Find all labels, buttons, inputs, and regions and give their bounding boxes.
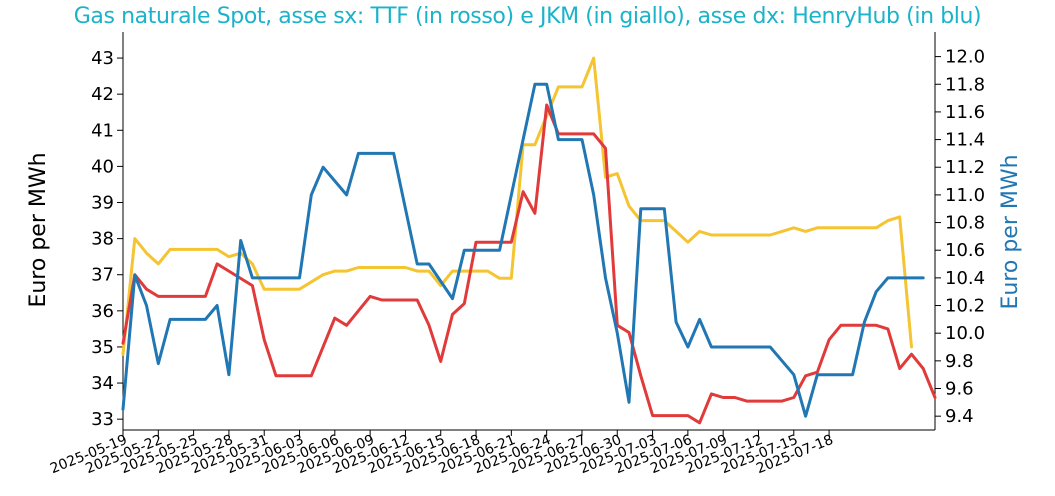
right-tick-label: 10.0 xyxy=(945,323,985,344)
right-y-axis: 9.4 9.6 9.8 10.0 10.2 10.4 10.6 10.8 11.0 11.2 11.… xyxy=(934,32,985,430)
left-tick-label: 42 xyxy=(91,84,114,105)
right-tick-label: 11.6 xyxy=(945,102,985,123)
left-tick-label: 34 xyxy=(91,373,114,394)
right-tick-label: 11.8 xyxy=(945,74,985,95)
right-tick-label: 9.8 xyxy=(945,351,974,372)
right-tick-label: 11.2 xyxy=(945,157,985,178)
right-tick-label: 10.6 xyxy=(945,240,985,261)
right-tick-label: 11.0 xyxy=(945,185,985,206)
right-tick-label: 10.4 xyxy=(945,268,985,289)
left-tick-label: 37 xyxy=(91,265,114,286)
series-line-henryhub xyxy=(121,82,925,418)
left-tick-label: 35 xyxy=(91,337,114,358)
right-tick-label: 10.8 xyxy=(945,213,985,234)
right-tick-label: 12.0 xyxy=(945,47,985,68)
left-tick-label: 43 xyxy=(91,48,114,69)
left-tick-label: 38 xyxy=(91,229,114,250)
right-tick-label: 11.4 xyxy=(945,130,985,151)
left-tick-label: 39 xyxy=(91,193,114,214)
left-tick-label: 33 xyxy=(91,409,114,430)
series-line-jkm xyxy=(121,56,913,356)
right-tick-label: 10.2 xyxy=(945,296,985,317)
chart-title: Gas naturale Spot, asse sx: TTF (in ross… xyxy=(73,4,982,29)
right-tick-label: 9.4 xyxy=(945,406,974,427)
series-line-ttf xyxy=(121,103,937,425)
right-axis-label: Euro per MWh xyxy=(998,154,1023,309)
series-layer xyxy=(121,56,937,425)
left-tick-label: 36 xyxy=(91,301,114,322)
x-axis: 2025-05-192025-05-222025-05-252025-05-28… xyxy=(48,429,935,477)
left-axis-label: Euro per MWh xyxy=(26,152,51,307)
left-tick-label: 40 xyxy=(91,156,114,177)
left-y-axis: 33 34 35 36 37 38 39 40 41 42 43 xyxy=(91,32,124,430)
left-tick-label: 41 xyxy=(91,120,114,141)
right-tick-label: 9.6 xyxy=(945,379,974,400)
